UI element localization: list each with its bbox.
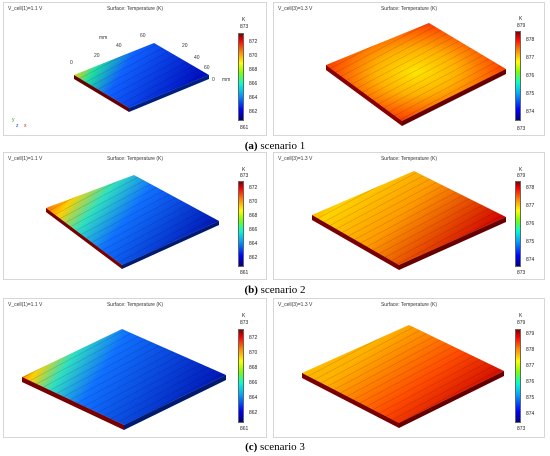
colorbar-tick: 870 (249, 199, 258, 205)
colorbar-tick: 875 (526, 91, 535, 97)
axis-x-indicator: x (24, 123, 27, 129)
colorbar-tick: 876 (526, 73, 535, 79)
axis-tick: 20 (182, 43, 188, 49)
colorbar-tick: 866 (249, 227, 258, 233)
colorbar-tick: 868 (249, 365, 258, 371)
caption-b: (b) scenario 2 (244, 284, 306, 296)
colorbar-min: 861 (240, 125, 249, 131)
plot-panel-3b: V_cell(3)=1.3 V Surface: Temperature (K)… (273, 298, 545, 438)
temperature-surface-plot (302, 325, 504, 428)
axis-tick: 60 (140, 33, 146, 39)
axis-tick: 60 (204, 65, 210, 71)
colorbar-unit: K (519, 167, 523, 173)
surface-title: Surface: Temperature (K) (106, 156, 164, 162)
colorbar-tick: 878 (526, 185, 535, 191)
colorbar-tick: 876 (526, 221, 535, 227)
colorbar-tick: 876 (526, 379, 535, 385)
colorbar-unit: K (519, 313, 523, 319)
colorbar (238, 33, 244, 121)
colorbar-max: 873 (240, 173, 249, 179)
plot-panel-1a: V_cell(1)=1.1 V Surface: Temperature (K)… (3, 2, 267, 136)
colorbar-min: 861 (240, 270, 249, 276)
axis-tick: 0 (70, 60, 73, 66)
cell-voltage-label: V_cell(3)=1.3 V (278, 156, 313, 162)
surface-title: Surface: Temperature (K) (380, 6, 438, 12)
colorbar-tick: 872 (249, 335, 258, 341)
colorbar-min: 861 (240, 426, 249, 432)
colorbar-unit: K (519, 16, 523, 22)
colorbar-min: 873 (517, 426, 526, 432)
mm-label: mm (99, 35, 108, 41)
colorbar-tick: 878 (526, 347, 535, 353)
colorbar-tick: 874 (526, 257, 535, 263)
cell-voltage-label: V_cell(3)=1.3 V (278, 302, 313, 308)
colorbar-tick: 866 (249, 380, 258, 386)
colorbar-tick: 877 (526, 203, 535, 209)
colorbar-tick: 875 (526, 239, 535, 245)
mm-label: mm (222, 77, 231, 83)
colorbar-tick: 875 (526, 395, 535, 401)
colorbar-tick: 864 (249, 395, 258, 401)
colorbar-tick: 878 (526, 37, 535, 43)
colorbar-tick: 862 (249, 255, 258, 261)
colorbar-tick: 872 (249, 185, 258, 191)
colorbar (238, 181, 244, 267)
cell-voltage-label: V_cell(1)=1.1 V (8, 302, 43, 308)
cell-voltage-label: V_cell(1)=1.1 V (8, 156, 43, 162)
colorbar (515, 31, 521, 121)
colorbar-min: 873 (517, 270, 526, 276)
colorbar-tick: 874 (526, 411, 535, 417)
colorbar-tick: 864 (249, 95, 258, 101)
axis-tick: 40 (116, 43, 122, 49)
axis-tick: 20 (94, 53, 100, 59)
colorbar-tick: 872 (249, 39, 258, 45)
colorbar-tick: 862 (249, 410, 258, 416)
colorbar-max: 879 (517, 173, 526, 179)
colorbar-tick: 868 (249, 213, 258, 219)
temperature-surface-plot (22, 329, 226, 430)
surface-title: Surface: Temperature (K) (106, 6, 164, 12)
temperature-surface-plot (326, 23, 506, 126)
colorbar-tick: 862 (249, 109, 258, 115)
plot-panel-1b: V_cell(3)=1.3 V Surface: Temperature (K)… (273, 2, 545, 136)
colorbar-unit: K (242, 17, 246, 23)
caption-a: (a) scenario 1 (244, 140, 306, 152)
colorbar-tick: 870 (249, 350, 258, 356)
surface-title: Surface: Temperature (K) (380, 156, 438, 162)
axis-y-indicator: y (12, 117, 15, 123)
axis-tick: 40 (194, 55, 200, 61)
colorbar-max: 879 (517, 320, 526, 326)
cell-voltage-label: V_cell(1)=1.1 V (8, 6, 43, 12)
colorbar-min: 873 (517, 126, 526, 132)
colorbar-max: 873 (240, 320, 249, 326)
axis-z-indicator: z (16, 123, 19, 129)
temperature-surface-plot (46, 175, 219, 269)
colorbar (515, 181, 521, 267)
plot-panel-2b: V_cell(3)=1.3 V Surface: Temperature (K)… (273, 152, 545, 280)
colorbar-tick: 874 (526, 109, 535, 115)
colorbar-tick: 877 (526, 363, 535, 369)
colorbar-max: 873 (240, 24, 249, 30)
cell-voltage-label: V_cell(3)=1.3 V (278, 6, 313, 12)
colorbar-max: 879 (517, 23, 526, 29)
plot-panel-3a: V_cell(1)=1.1 V Surface: Temperature (K)… (3, 298, 267, 438)
surface-title: Surface: Temperature (K) (106, 302, 164, 308)
colorbar-tick: 866 (249, 81, 258, 87)
colorbar (238, 329, 244, 423)
colorbar-tick: 868 (249, 67, 258, 73)
colorbar-tick: 877 (526, 55, 535, 61)
colorbar-tick: 870 (249, 53, 258, 59)
axis-tick: 0 (212, 77, 215, 83)
surface-title: Surface: Temperature (K) (380, 302, 438, 308)
colorbar (515, 329, 521, 423)
temperature-surface-plot (74, 43, 209, 112)
colorbar-unit: K (242, 167, 246, 173)
colorbar-tick: 864 (249, 241, 258, 247)
caption-c: (c) scenario 3 (245, 441, 305, 453)
colorbar-unit: K (242, 313, 246, 319)
temperature-surface-plot (312, 171, 506, 270)
plot-panel-2a: V_cell(1)=1.1 V Surface: Temperature (K)… (3, 152, 267, 280)
colorbar-tick: 879 (526, 331, 535, 337)
